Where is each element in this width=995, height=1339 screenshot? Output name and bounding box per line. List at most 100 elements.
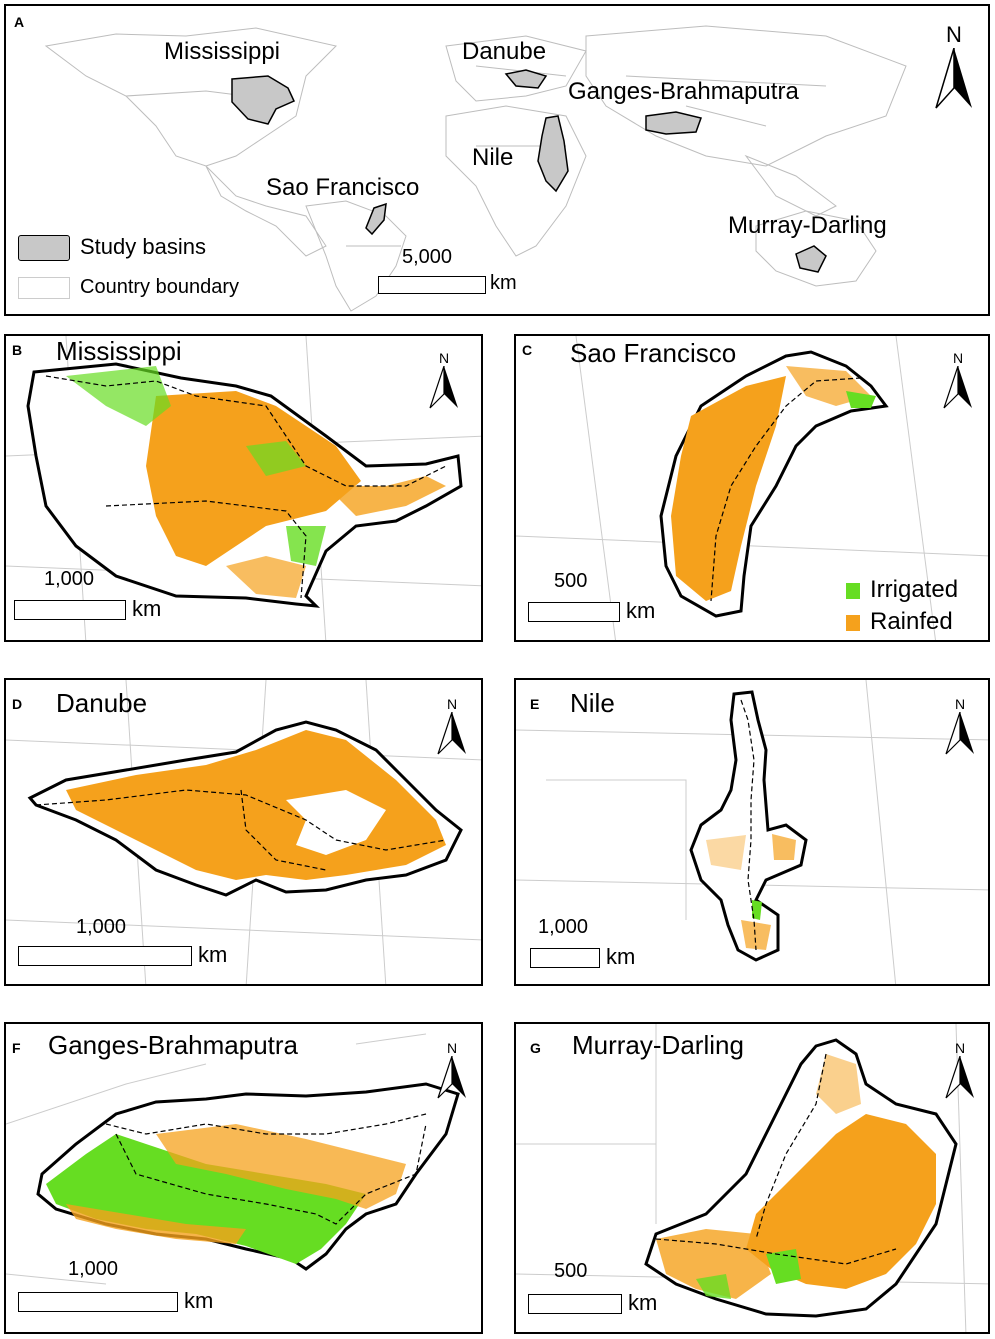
north-letter: N — [946, 22, 962, 47]
world-map-background — [44, 25, 907, 312]
nile-basin-shape — [537, 115, 569, 193]
scale-unit: km — [132, 596, 162, 621]
north-arrow-icon — [437, 1055, 466, 1099]
scale-bar: 1,000 km — [14, 568, 184, 628]
panel-title: Sao Francisco — [570, 338, 737, 368]
legend-rainfed-label: Rainfed — [870, 608, 953, 635]
panel-g-murray-darling: G Murray-Darling N 500 km — [514, 1022, 990, 1334]
sao-francisco-map — [516, 336, 988, 640]
legend-study-basins-label: Study basins — [80, 234, 206, 259]
scale-bar: 5,000 km — [378, 246, 538, 302]
map-label-mississippi: Mississippi — [164, 38, 281, 65]
scale-unit: km — [626, 598, 656, 623]
north-arrow-icon — [945, 711, 974, 755]
scale-value: 5,000 — [402, 246, 453, 268]
legend-irrigated-label: Irrigated — [870, 576, 959, 603]
nile-map — [516, 680, 988, 984]
scale-unit: km — [606, 944, 636, 969]
murray-darling-map — [516, 1024, 988, 1332]
scale-bar-rect — [14, 600, 126, 620]
panel-label: D — [12, 696, 23, 712]
legend-country-boundary: Country boundary — [18, 276, 239, 299]
legend-rainfed: Rainfed — [846, 608, 953, 636]
danube-map — [6, 680, 481, 984]
legend-country-boundary-label: Country boundary — [80, 276, 239, 298]
north-letter: N — [446, 1040, 458, 1056]
scale-bar: 500 km — [528, 570, 688, 630]
scale-unit: km — [198, 942, 228, 967]
north-letter: N — [446, 696, 458, 712]
panel-b-mississippi: B Mississippi N 1,000 km — [4, 334, 483, 642]
boundary-swatch — [18, 276, 70, 299]
north-letter: N — [952, 350, 964, 366]
scale-bar-rect — [18, 1292, 178, 1312]
north-arrow-icon — [943, 365, 972, 409]
map-label-nile: Nile — [472, 144, 514, 171]
scale-bar: 1,000 km — [530, 916, 670, 976]
scale-value: 500 — [554, 570, 588, 592]
panel-label: B — [12, 342, 23, 358]
basin-swatch — [18, 235, 70, 262]
panel-c-sao-francisco: C Sao Francisco N 500 km Irrigated Rainf… — [514, 334, 990, 642]
panel-a-world-map: A Mississippi Danube Ganges-Brahmaputra … — [4, 4, 990, 316]
scale-bar-rect — [378, 276, 486, 294]
north-arrow: N — [434, 696, 470, 761]
map-label-murray-darling: Murray-Darling — [728, 212, 887, 239]
panel-label: F — [12, 1040, 21, 1056]
panel-d-danube: D Danube N 1,000 km — [4, 678, 483, 986]
north-arrow-icon — [437, 711, 466, 755]
scale-bar-rect — [528, 1294, 622, 1314]
legend-irrigated: Irrigated — [846, 576, 958, 604]
scale-value: 1,000 — [44, 568, 95, 590]
scale-value: 1,000 — [68, 1258, 119, 1280]
north-letter: N — [954, 696, 966, 712]
scale-unit: km — [184, 1288, 214, 1313]
mississippi-basin-shape — [231, 75, 295, 125]
scale-bar-rect — [530, 948, 600, 968]
panel-e-nile: E Nile N 1,000 km — [514, 678, 990, 986]
scale-value: 1,000 — [76, 916, 127, 938]
scale-bar: 500 km — [528, 1260, 688, 1324]
panel-label: C — [522, 342, 533, 358]
panel-label: A — [14, 14, 25, 30]
scale-bar: 1,000 km — [18, 916, 258, 976]
murray-darling-basin-shape — [795, 245, 827, 273]
sao-francisco-basin-shape — [365, 202, 387, 236]
north-arrow: N — [942, 696, 978, 761]
panel-title: Nile — [570, 688, 615, 718]
rainfed-swatch — [846, 614, 860, 631]
panel-title: Ganges-Brahmaputra — [48, 1030, 299, 1060]
north-arrow: N — [426, 350, 462, 415]
panel-f-ganges-brahmaputra: F Ganges-Brahmaputra N 1,000 km — [4, 1022, 483, 1334]
north-arrow-icon — [429, 365, 458, 409]
north-letter: N — [438, 350, 450, 366]
scale-value: 500 — [554, 1260, 588, 1282]
scale-bar-rect — [528, 602, 620, 622]
panel-label: G — [530, 1040, 541, 1056]
panel-title: Mississippi — [56, 336, 182, 366]
north-arrow: N — [434, 1040, 470, 1105]
mississippi-map — [6, 336, 481, 640]
north-letter: N — [954, 1040, 966, 1056]
scale-bar: 1,000 km — [18, 1256, 248, 1320]
ganges-brahmaputra-map — [6, 1033, 460, 1285]
scale-unit: km — [628, 1290, 658, 1315]
panel-title: Murray-Darling — [572, 1030, 744, 1060]
north-arrow-icon — [945, 1055, 974, 1099]
north-arrow: N — [940, 350, 976, 415]
north-arrow: N — [942, 1040, 978, 1105]
scale-bar-rect — [18, 946, 192, 966]
map-label-ganges-brahmaputra: Ganges-Brahmaputra — [568, 78, 799, 105]
panel-label: E — [530, 696, 540, 712]
legend-study-basins: Study basins — [18, 234, 206, 262]
irrigated-swatch — [846, 582, 860, 599]
scale-unit: km — [490, 272, 517, 294]
north-arrow: N — [934, 22, 974, 115]
map-label-sao-francisco: Sao Francisco — [266, 174, 420, 201]
danube-basin-shape — [504, 69, 548, 89]
panel-title: Danube — [56, 688, 148, 718]
ganges-basin-shape — [645, 111, 702, 135]
scale-value: 1,000 — [538, 916, 589, 938]
map-label-danube: Danube — [462, 38, 547, 65]
north-arrow-icon — [935, 47, 972, 109]
